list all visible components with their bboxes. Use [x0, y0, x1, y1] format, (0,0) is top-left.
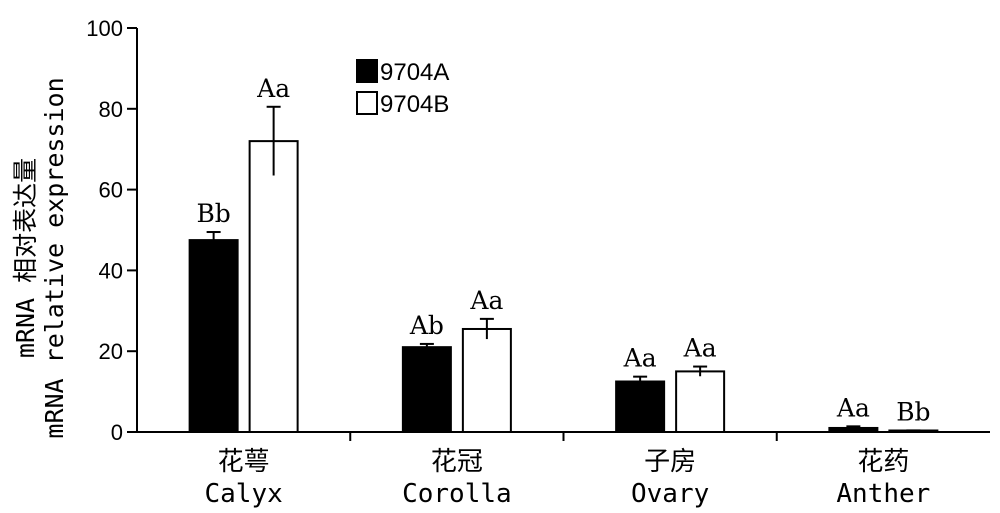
legend: 9704A 9704B — [356, 59, 449, 118]
significance-label: Aa — [836, 393, 870, 422]
bar-9704B-calyx — [248, 140, 299, 433]
y-axis-title: mRNA 相对表达量 mRNA relative expression — [11, 77, 69, 438]
bar-9704A-ovary — [615, 380, 666, 433]
bar-9704A-calyx — [188, 239, 239, 433]
y-tick-label: 80 — [99, 97, 123, 122]
y-tick-label: 0 — [111, 420, 123, 445]
legend-label-9704B: 9704B — [380, 91, 449, 118]
x-tick-label-zh: 花冠 — [431, 447, 483, 477]
legend-swatch-9704A — [356, 59, 378, 83]
x-tick-label-en: Corolla — [402, 479, 512, 509]
x-tick-label-en: Calyx — [204, 479, 282, 509]
significance-label: Bb — [896, 397, 930, 426]
y-axis-title-en: mRNA relative expression — [40, 77, 69, 438]
bar-9704B-ovary — [675, 370, 726, 433]
significance-label: Bb — [196, 199, 230, 228]
x-tick-label-en: Ovary — [631, 479, 709, 509]
y-tick-label: 60 — [99, 178, 123, 203]
bar-9704B-corolla — [461, 327, 512, 434]
y-tick-label: 100 — [86, 16, 123, 41]
y-tick-label: 40 — [99, 258, 123, 283]
x-tick-label-zh: 花萼 — [218, 447, 270, 477]
x-tick-label-zh: 子房 — [644, 447, 696, 477]
significance-label: Aa — [256, 74, 290, 103]
y-tick-label: 20 — [99, 339, 123, 364]
bar-9704A-corolla — [401, 346, 452, 433]
significance-label: Aa — [623, 344, 657, 373]
bars: Bb Aa Ab Aa Aa Aa Aa Bb — [188, 74, 939, 434]
x-tick-label-zh: 花药 — [857, 447, 909, 477]
significance-label: Aa — [683, 334, 717, 363]
legend-label-9704A: 9704A — [380, 59, 449, 86]
legend-swatch-9704B — [356, 91, 378, 115]
significance-label: Aa — [469, 286, 503, 315]
significance-label: Ab — [409, 311, 444, 340]
x-tick-label-en: Anther — [836, 479, 930, 509]
y-axis-title-zh: mRNA 相对表达量 — [11, 158, 40, 358]
